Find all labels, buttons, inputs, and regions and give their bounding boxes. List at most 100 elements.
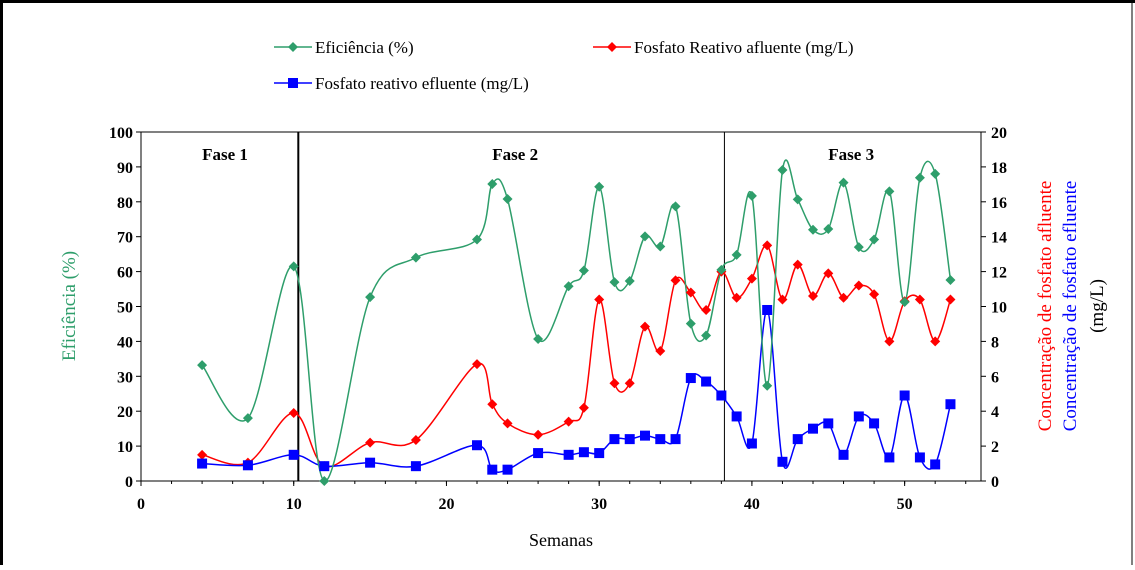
phase-label: Fase 2 — [492, 145, 538, 164]
data-point-diamond — [716, 264, 727, 275]
data-point-square — [472, 440, 482, 451]
y-left-tick-label: 60 — [117, 265, 133, 282]
data-point-diamond — [472, 359, 482, 370]
y-right-tick-label: 20 — [991, 125, 1007, 142]
data-point-diamond — [792, 194, 803, 205]
data-point-diamond — [594, 294, 605, 305]
data-point-diamond — [884, 336, 895, 347]
y-left-tick-label: 90 — [117, 160, 133, 177]
x-tick-label: 40 — [744, 496, 760, 513]
data-point-square — [701, 376, 712, 387]
data-point-square — [563, 449, 574, 460]
data-point-diamond — [578, 402, 589, 413]
data-point-square — [945, 399, 956, 410]
data-point-square — [914, 452, 925, 463]
data-point-diamond — [655, 241, 666, 252]
y-right-tick-label: 16 — [991, 195, 1007, 212]
data-point-diamond — [365, 437, 376, 448]
data-point-diamond — [930, 336, 941, 347]
data-point-diamond — [701, 330, 712, 341]
data-point-square — [762, 304, 773, 315]
data-point-diamond — [319, 476, 330, 486]
data-point-diamond — [884, 186, 895, 197]
data-point-diamond — [594, 181, 605, 192]
x-tick-label: 20 — [438, 496, 454, 513]
data-point-diamond — [838, 177, 849, 188]
data-point-square — [777, 456, 788, 467]
data-point-diamond — [930, 168, 941, 179]
data-point-square — [930, 459, 941, 470]
data-point-square — [838, 449, 849, 460]
data-point-diamond — [777, 165, 788, 176]
data-point-diamond — [502, 194, 513, 205]
data-point-diamond — [808, 291, 818, 302]
y-left-tick-label: 40 — [117, 334, 133, 351]
data-point-diamond — [197, 360, 208, 371]
data-point-square — [685, 373, 696, 384]
data-point-diamond — [563, 281, 574, 292]
data-point-diamond — [945, 274, 956, 285]
data-point-diamond — [731, 249, 742, 260]
data-point-diamond — [410, 434, 421, 445]
data-point-square — [594, 448, 605, 459]
data-point-square — [869, 418, 880, 429]
y-right-tick-label: 12 — [991, 265, 1007, 282]
x-axis-title: Semanas — [529, 530, 593, 550]
data-point-square — [670, 434, 681, 445]
data-point-diamond — [945, 294, 956, 305]
data-point-diamond — [502, 418, 513, 429]
data-point-diamond — [823, 268, 834, 279]
data-point-diamond — [365, 292, 376, 303]
data-point-square — [288, 449, 299, 460]
legend-item-afluente: Fosfato Reativo afluente (mg/L) — [593, 38, 854, 57]
y-left-tick-label: 100 — [109, 125, 133, 142]
data-point-diamond — [808, 224, 818, 235]
y-right-tick-label: 0 — [991, 474, 999, 491]
data-point-diamond — [762, 380, 773, 391]
data-point-diamond — [655, 345, 666, 356]
data-point-diamond — [670, 275, 681, 286]
data-point-square — [242, 460, 253, 471]
data-point-diamond — [533, 333, 544, 344]
data-point-diamond — [746, 273, 757, 284]
data-point-square — [716, 390, 727, 401]
series-line-0 — [201, 159, 952, 482]
data-point-diamond — [746, 190, 757, 201]
data-point-square — [655, 434, 666, 445]
data-point-square — [853, 411, 864, 422]
legend-label-afluente: Fosfato Reativo afluente (mg/L) — [634, 38, 854, 57]
data-point-diamond — [624, 378, 635, 389]
y-right-tick-label: 2 — [991, 439, 999, 456]
legend-marker-square-blue — [288, 78, 298, 88]
data-point-diamond — [288, 261, 299, 272]
series-line-2 — [202, 309, 952, 473]
data-point-diamond — [823, 224, 834, 235]
data-point-diamond — [685, 287, 696, 298]
legend-item-eficiencia: Eficiência (%) — [274, 38, 414, 57]
y-right-tick-label: 4 — [991, 404, 999, 421]
data-point-diamond — [640, 321, 650, 332]
data-point-square — [640, 430, 650, 441]
y-right-tick-label: 10 — [991, 300, 1007, 317]
y-right-axis-title-unit: (mg/L) — [1087, 279, 1108, 333]
y-right-tick-label: 6 — [991, 369, 999, 386]
y-left-tick-label: 20 — [117, 404, 133, 421]
phase-label: Fase 3 — [828, 145, 874, 164]
data-point-diamond — [563, 416, 574, 427]
data-point-diamond — [609, 378, 620, 389]
legend-label-efluente: Fosfato reativo efluente (mg/L) — [315, 74, 529, 93]
data-point-square — [884, 452, 895, 463]
data-point-square — [502, 464, 513, 475]
data-point-diamond — [777, 294, 788, 305]
data-point-square — [792, 434, 803, 445]
data-point-diamond — [792, 259, 803, 270]
y-right-axis-title-efluente: Concentração de fosfato efluente — [1060, 181, 1081, 432]
y-right-tick-label: 18 — [991, 160, 1007, 177]
data-point-diamond — [197, 449, 208, 460]
data-point-diamond — [701, 304, 712, 315]
data-point-diamond — [731, 292, 742, 303]
data-point-square — [823, 418, 834, 429]
data-point-square — [365, 457, 376, 468]
data-point-square — [319, 461, 330, 472]
